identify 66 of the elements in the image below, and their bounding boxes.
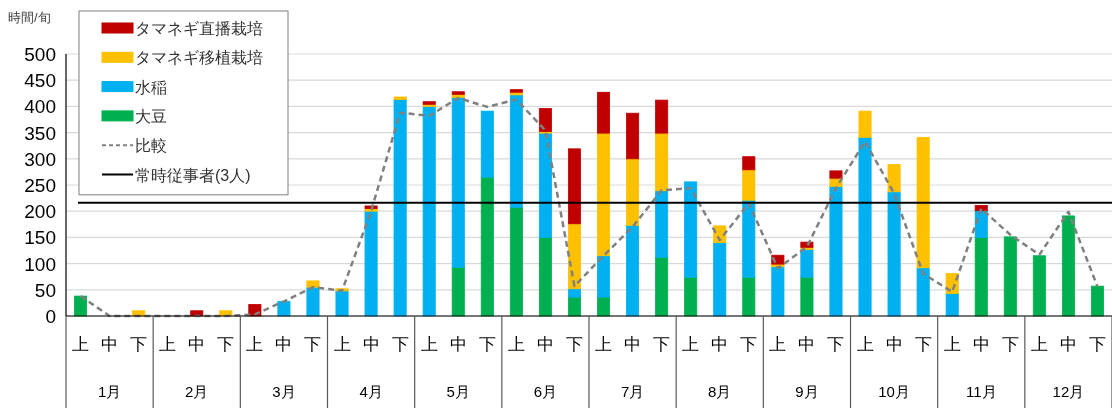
y-tick-label: 450 [24, 70, 56, 92]
x-tick-label: 上 [682, 335, 700, 354]
x-tick-label: 下 [740, 335, 758, 354]
text: 4月 [359, 383, 383, 400]
y-tick-label: 100 [24, 253, 56, 275]
x-tick-label: 上 [159, 335, 177, 354]
x-tick-label: 上 [246, 335, 264, 354]
x-tick-label: 中 [885, 335, 903, 354]
x-tick-label: 下 [304, 335, 322, 354]
text: 1月 [97, 383, 122, 400]
x-tick-label: 中 [362, 335, 380, 354]
x-tick-label: 下 [1088, 335, 1106, 354]
x-tick-label: 下 [130, 335, 148, 354]
x-tick-label: 中 [101, 335, 119, 354]
text: 6月 [533, 383, 558, 400]
text: 3月 [272, 383, 296, 400]
x-tick-label: 下 [653, 335, 671, 354]
x-tick-label: 上 [943, 335, 961, 354]
x-tick-label: 中 [798, 335, 816, 354]
legend-label: 水稲 [135, 78, 167, 96]
y-tick-label: 0 [45, 306, 56, 327]
x-tick-label: 下 [217, 335, 235, 354]
text: 7月 [620, 383, 645, 400]
y-tick-label: 500 [24, 44, 56, 65]
y-tick-label: 250 [24, 175, 56, 196]
legend-label: 大豆 [135, 107, 167, 125]
legend-label: タマネギ直播栽培 [135, 20, 263, 37]
x-tick-label: 上 [1030, 335, 1048, 354]
text: 9月 [795, 383, 819, 400]
x-tick-label: 下 [565, 335, 583, 354]
x-tick-label: 中 [972, 335, 990, 354]
y-tick-label: 350 [24, 122, 56, 144]
y-tick-label: 200 [24, 201, 56, 223]
x-tick-label: 下 [478, 335, 496, 354]
x-tick-label: 下 [1001, 335, 1019, 354]
x-tick-label: 上 [769, 335, 787, 354]
legend-label: 常時従事者(3人) [135, 166, 251, 184]
y-tick-label: 150 [24, 227, 56, 249]
x-tick-label: 中 [1059, 335, 1077, 354]
x-tick-label: 中 [275, 335, 293, 354]
x-tick-label: 中 [624, 335, 642, 354]
y-axis-title: 時間/旬 [8, 10, 51, 25]
x-tick-label: 上 [420, 335, 438, 354]
x-tick-label: 上 [507, 335, 525, 354]
x-tick-label: 中 [188, 335, 206, 354]
text: 8月 [708, 383, 732, 400]
x-tick-label: 下 [914, 335, 932, 354]
x-tick-label: 中 [449, 335, 467, 354]
x-tick-label: 中 [536, 335, 554, 354]
text: 12月 [1052, 383, 1085, 400]
text: 2月 [185, 383, 209, 400]
text: 5月 [446, 383, 470, 400]
x-tick-label: 中 [711, 335, 729, 354]
x-tick-label: 上 [856, 335, 874, 354]
text: 11月 [965, 383, 997, 400]
x-tick-label: 上 [72, 335, 90, 354]
y-tick-label: 50 [34, 279, 56, 301]
x-tick-label: 上 [595, 335, 613, 354]
y-tick-label: 400 [24, 96, 56, 118]
x-tick-label: 下 [391, 335, 409, 354]
x-tick-label: 下 [827, 335, 845, 354]
x-tick-label: 上 [333, 335, 351, 354]
y-tick-label: 300 [24, 148, 56, 170]
legend-label: 比較 [135, 137, 167, 155]
legend-label: タマネギ移植栽培 [135, 49, 263, 67]
text: 10月 [878, 383, 910, 400]
